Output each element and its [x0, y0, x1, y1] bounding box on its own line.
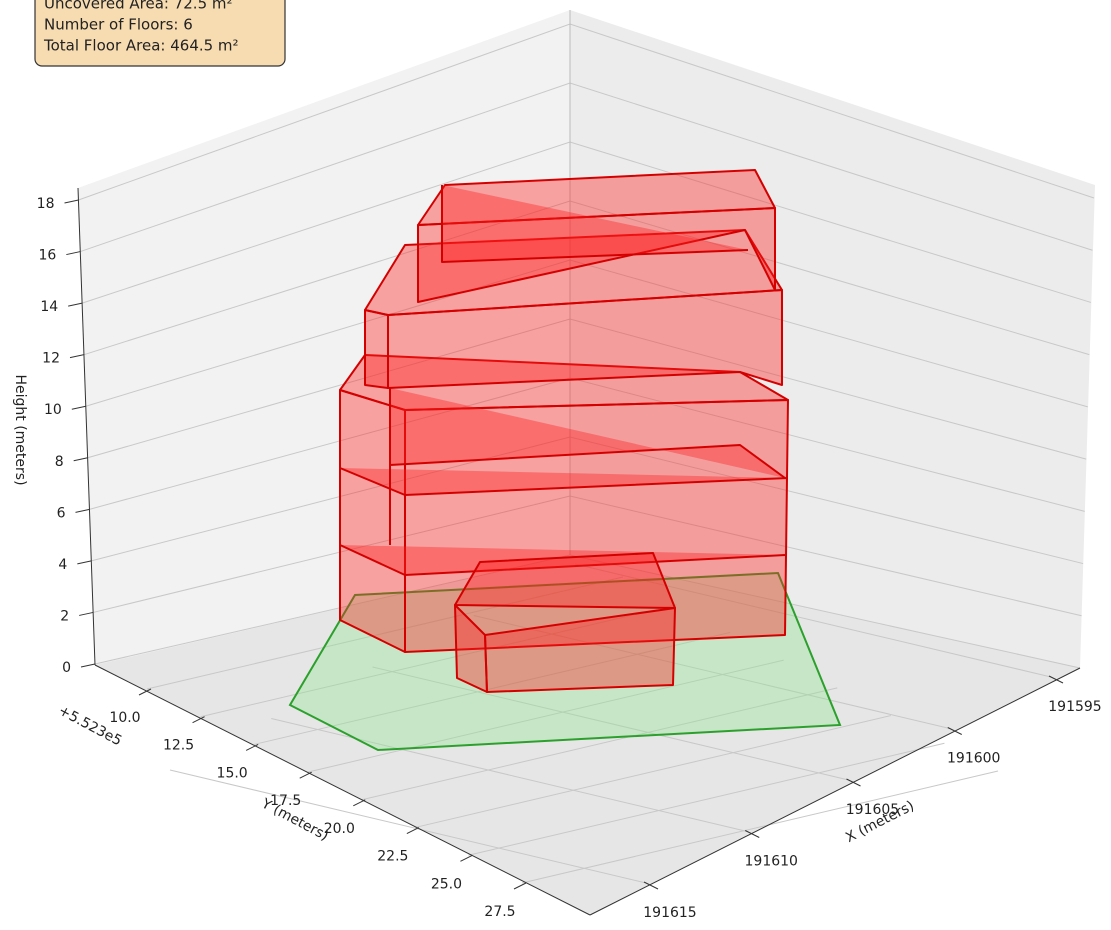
info-line: Total Floor Area: 464.5 m² [43, 37, 239, 55]
z-tick [80, 663, 96, 668]
grid-line [271, 718, 748, 832]
z-tick-label: 16 [39, 248, 57, 264]
floor-block [417, 169, 776, 226]
annex [454, 552, 676, 609]
right-pane [570, 10, 1095, 668]
floor-line [339, 467, 789, 496]
z-axis-line [77, 187, 96, 666]
grid-line [361, 687, 838, 801]
y-tick [460, 854, 473, 862]
z-tick-label: 4 [58, 557, 67, 573]
x-tick-label: 191595 [1048, 699, 1101, 715]
grid-line [414, 715, 891, 829]
x-tick [745, 830, 760, 838]
z-tick [79, 611, 94, 616]
grid-line [473, 615, 950, 729]
z-tick [77, 560, 92, 565]
y-tick-label: 12.5 [163, 738, 194, 754]
floor-line [389, 388, 786, 479]
building [339, 169, 789, 693]
grid-line [372, 666, 849, 781]
z-tick-label: 0 [62, 660, 71, 676]
z-tick-label: 8 [55, 454, 64, 470]
left-pane [78, 10, 570, 665]
info-line: Number of Floors: 6 [44, 16, 193, 34]
info-box: Uncovered Area: 72.5 m² Number of Floors… [34, 0, 286, 67]
x-tick [846, 778, 861, 787]
floor-block [339, 354, 789, 411]
y-tick [299, 771, 312, 779]
grid-line [468, 742, 945, 856]
y-tick [406, 827, 420, 835]
x-tick [947, 727, 962, 735]
y-axis-line [94, 664, 591, 916]
y-tick [245, 743, 259, 751]
x-tick-label: 191615 [643, 905, 696, 921]
z-tick [68, 302, 83, 307]
z-tick-label: 10 [44, 402, 62, 418]
z-axis-label: Height (meters) [12, 374, 28, 485]
y-tick-label: 22.5 [377, 849, 408, 865]
x-axis-line [589, 667, 1081, 916]
grid-line [254, 631, 731, 745]
z-tick [75, 508, 90, 513]
y-tick [353, 799, 366, 807]
ground-footprint [288, 571, 842, 752]
floor-block [364, 309, 389, 389]
info-box-bg [34, 0, 286, 67]
z-tick-label: 2 [60, 608, 69, 624]
x-tick [1048, 675, 1064, 684]
x-tick-label: 191600 [947, 751, 1000, 767]
z-tick-label: 6 [57, 505, 66, 521]
y-tick-label: 15.0 [217, 765, 248, 781]
grid-line [307, 659, 784, 773]
x-tick [643, 881, 659, 890]
floor-pane [95, 555, 1080, 915]
z-tick-label: 12 [42, 351, 60, 367]
z-tick [64, 199, 79, 204]
annex [454, 604, 488, 693]
z-tick [73, 457, 88, 462]
y-tick [138, 688, 152, 696]
z-tick [69, 354, 85, 359]
grid-line [574, 563, 1052, 678]
floor-line [441, 185, 749, 263]
grid-line [169, 769, 647, 884]
info-line: Uncovered Area: 72.5 m² [44, 0, 233, 13]
y-tick-label: 10.0 [109, 710, 140, 726]
y-tick-label: 17.5 [270, 793, 301, 809]
grid-line [200, 604, 677, 718]
y-tick [192, 716, 205, 724]
y-tick [513, 882, 527, 890]
z-tick-label: 18 [37, 196, 55, 212]
grid-line [521, 770, 999, 884]
x-tick-label: 191610 [745, 854, 798, 870]
floor-line [339, 544, 786, 576]
y-tick-label: 27.5 [484, 904, 515, 920]
z-tick-label: 14 [40, 299, 58, 315]
z-tick [71, 405, 86, 410]
z-tick [66, 251, 81, 256]
y-tick-label: 25.0 [431, 876, 462, 892]
x-tick-label: 191605 [846, 802, 899, 818]
y-tick-label: 20.0 [324, 821, 355, 837]
floor-block [364, 229, 783, 316]
grid-line [146, 576, 624, 690]
